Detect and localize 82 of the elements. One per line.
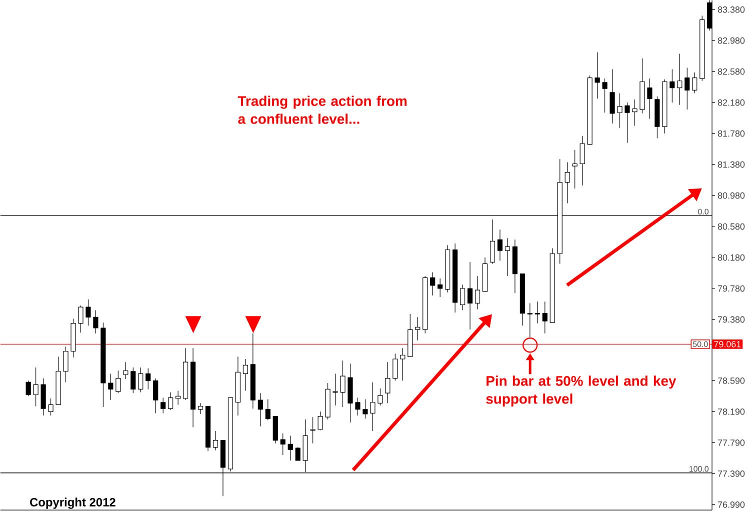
candlestick [474, 276, 480, 310]
candlestick [63, 346, 68, 382]
candlestick [594, 52, 600, 99]
candlestick [392, 353, 398, 381]
candlestick [212, 430, 218, 451]
candlestick [670, 68, 675, 103]
y-tick-label: 77.790 [718, 439, 745, 446]
candlestick [370, 382, 376, 432]
candlestick [198, 402, 204, 414]
annotation: Pin bar at 50% level and key support level [486, 376, 676, 407]
candlestick [295, 446, 300, 461]
y-tick-label: 79.380 [718, 316, 745, 323]
y-tick-label: 77.390 [718, 470, 745, 477]
candlestick [564, 162, 570, 204]
y-tick-label: 78.590 [718, 377, 745, 384]
candlestick [138, 367, 144, 393]
candlestick [108, 373, 114, 400]
candlestick [123, 362, 128, 380]
candlestick [318, 411, 323, 431]
y-tick-label: 81.380 [718, 161, 745, 168]
candlestick [542, 301, 548, 334]
candlestick [48, 398, 54, 416]
candlestick [497, 229, 503, 261]
candlestick [684, 67, 690, 110]
y-tick-label: 79.780 [718, 285, 745, 292]
y-tick-label: 82.180 [718, 99, 745, 106]
candlestick [624, 102, 630, 144]
candlestick [632, 99, 638, 126]
y-tick-label: 76.990 [718, 501, 745, 508]
candlestick [176, 390, 181, 405]
candlestick [332, 373, 338, 406]
candlestick [415, 316, 420, 341]
candlestick [527, 302, 532, 338]
candlestick [610, 68, 615, 124]
candlestick [438, 278, 443, 298]
candlestick [385, 362, 390, 404]
candlestick [265, 398, 270, 420]
candlestick [362, 398, 368, 419]
annotation: Copyright 2012 [30, 498, 116, 509]
candlestick [400, 348, 406, 381]
candlestick [130, 367, 136, 394]
candlestick [460, 284, 466, 310]
candlestick [168, 392, 174, 410]
candlestick [242, 358, 248, 392]
candlestick [490, 219, 496, 264]
candlestick [692, 72, 698, 94]
candlestick [602, 78, 608, 113]
candlestick [572, 149, 578, 189]
candlestick [534, 301, 540, 324]
ref-line-label: 79.061 [714, 340, 741, 348]
candlestick [160, 397, 166, 414]
candlestick [310, 416, 316, 444]
candlestick [78, 305, 84, 333]
candlestick [467, 262, 473, 330]
candlestick [580, 136, 585, 186]
candlestick [288, 435, 293, 461]
y-tick-label: 82.580 [718, 68, 745, 75]
candlestick [93, 310, 98, 334]
annotation: Trading price action from a confluent level... [238, 96, 407, 124]
candlestick [26, 380, 31, 396]
y-tick-label: 80.980 [718, 192, 745, 199]
candlestick [647, 78, 652, 120]
candlestick [677, 53, 682, 106]
y-tick-label: 80.580 [718, 223, 745, 230]
candlestick [430, 272, 436, 296]
candlestick [355, 397, 360, 416]
y-tick-label: 80.180 [718, 254, 745, 261]
y-tick-label: 78.190 [718, 408, 745, 415]
candlestick [280, 433, 286, 456]
candlestick [86, 299, 91, 326]
y-tick-label: 82.980 [718, 37, 745, 44]
candlestick [116, 370, 121, 394]
candlestick [504, 238, 510, 276]
candlestick [258, 392, 263, 427]
candlestick [33, 367, 38, 407]
y-tick-label: 81.780 [718, 130, 745, 137]
candlestick [340, 360, 346, 408]
candlestick [617, 92, 622, 128]
candlestick [146, 368, 151, 390]
y-tick-label: 83.380 [718, 6, 745, 13]
candlestick [153, 378, 158, 414]
candlestick [378, 388, 383, 406]
